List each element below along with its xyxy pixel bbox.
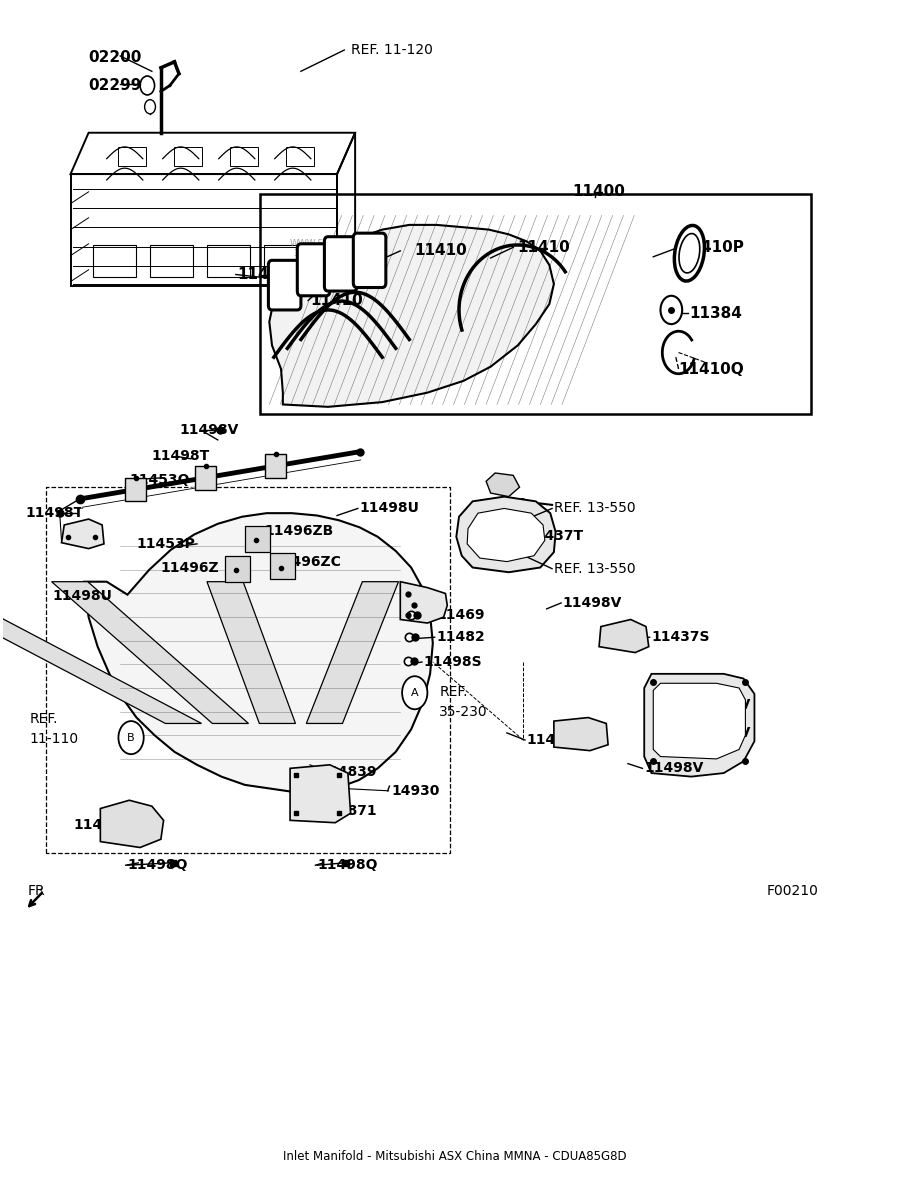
Text: 11-110: 11-110 [30,732,79,745]
Polygon shape [456,496,555,572]
Bar [245,526,270,552]
Circle shape [661,296,682,324]
Polygon shape [554,718,608,750]
FancyBboxPatch shape [297,243,330,296]
FancyBboxPatch shape [325,236,357,291]
Bar [270,553,295,579]
Text: 11498Q: 11498Q [317,858,377,872]
Text: 14930: 14930 [391,783,440,798]
Text: 02200: 02200 [88,50,142,64]
Text: 11410: 11410 [518,240,571,255]
Text: 11496Z: 11496Z [161,560,219,575]
Text: 14839: 14839 [328,764,376,779]
Text: 11410P: 11410P [680,240,744,255]
Text: 11498T: 11498T [25,506,84,520]
Polygon shape [85,513,433,792]
Bar [125,477,146,501]
Circle shape [145,100,155,114]
Text: FR: FR [28,884,45,899]
Polygon shape [0,582,202,723]
Text: B: B [127,732,135,743]
Text: 11498V: 11498V [691,726,751,740]
Text: 11498V: 11498V [691,698,751,711]
Bar [195,466,216,489]
Bar [225,556,250,582]
Text: REF.: REF. [30,712,58,725]
Polygon shape [654,684,745,758]
Text: 11437: 11437 [74,818,122,832]
Text: 11496ZC: 11496ZC [272,554,341,569]
Circle shape [118,721,144,754]
Polygon shape [52,582,248,723]
Text: 11400: 11400 [572,184,624,199]
Text: 11498V: 11498V [563,596,623,610]
Polygon shape [269,224,554,407]
Circle shape [402,677,427,710]
Text: REF. 11-120: REF. 11-120 [351,43,433,57]
Text: 11469: 11469 [436,608,484,622]
Text: 11482: 11482 [436,630,485,645]
Text: 11410Q: 11410Q [678,362,744,376]
Text: A: A [411,687,418,698]
Circle shape [140,76,155,95]
FancyBboxPatch shape [268,260,301,310]
Ellipse shape [674,226,704,281]
Text: 11410: 11410 [237,267,290,283]
Text: 35-230: 35-230 [439,705,488,718]
Text: 02299: 02299 [88,78,142,93]
Polygon shape [100,800,164,848]
Text: REF.: REF. [439,685,467,699]
Polygon shape [467,508,544,561]
Text: 11410: 11410 [414,243,466,259]
Polygon shape [306,582,398,723]
Text: 11384: 11384 [689,306,743,320]
Text: 11410: 11410 [310,293,363,307]
Polygon shape [207,582,295,723]
Bar [265,455,286,477]
Text: 11453Q: 11453Q [129,474,190,487]
Text: 11498Q: 11498Q [127,858,188,872]
Text: 11498V: 11498V [179,424,238,438]
Text: 11453P: 11453P [136,537,195,551]
Polygon shape [599,620,649,653]
Text: 11498S: 11498S [424,655,483,669]
Text: F00210: F00210 [766,884,818,899]
Polygon shape [62,519,104,548]
Text: 11498U: 11498U [53,589,113,603]
Text: REF. 13-550: REF. 13-550 [554,561,635,576]
Text: Inlet Manifold - Mitsubishi ASX China MMNA - CDUA85G8D: Inlet Manifold - Mitsubishi ASX China MM… [283,1150,626,1163]
Text: 11498U: 11498U [360,501,420,515]
Polygon shape [290,764,351,823]
Text: REF. 13-550: REF. 13-550 [554,501,635,515]
Bar [260,195,812,414]
Text: 11498V: 11498V [644,761,704,775]
Text: 11498T: 11498T [152,450,210,463]
Text: 11496ZB: 11496ZB [265,523,334,538]
Text: 14871: 14871 [328,804,376,818]
Polygon shape [400,582,447,623]
FancyBboxPatch shape [354,233,385,287]
Text: WWW.ECATS.RU
31-05-04.2025: WWW.ECATS.RU 31-05-04.2025 [290,239,363,259]
Text: 11437T: 11437T [525,528,583,542]
Polygon shape [486,472,520,496]
Polygon shape [644,674,754,776]
Text: 11437Q: 11437Q [527,734,587,747]
Text: 11437S: 11437S [652,630,710,645]
Ellipse shape [679,234,700,273]
